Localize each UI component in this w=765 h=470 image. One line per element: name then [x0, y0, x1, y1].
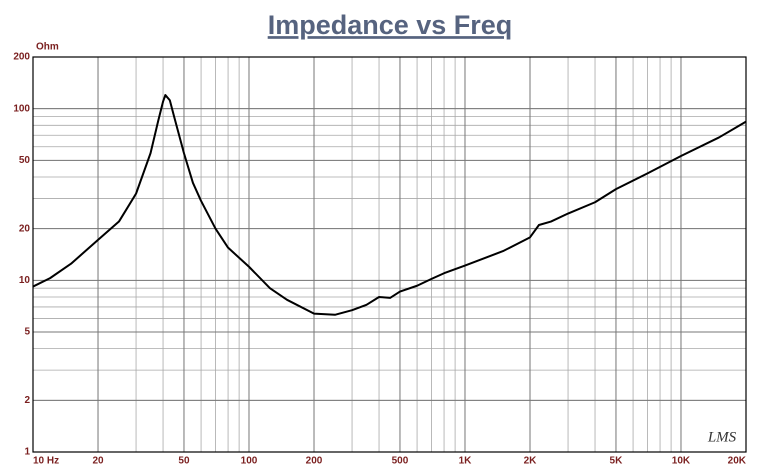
x-tick-label: 5K — [610, 456, 624, 467]
x-tick-label: 10K — [672, 456, 691, 467]
y-tick-label: 2 — [24, 395, 30, 406]
y-tick-label: 100 — [13, 103, 30, 114]
x-tick-label: 1K — [459, 456, 473, 467]
x-tick-label: 50 — [178, 456, 190, 467]
x-tick-label: 200 — [306, 456, 323, 467]
watermark: LMS — [707, 429, 737, 445]
x-tick-label: 20 — [92, 456, 104, 467]
x-tick-label: 500 — [392, 456, 409, 467]
chart-title: Impedance vs Freq — [268, 10, 513, 40]
impedance-line — [32, 94, 747, 316]
x-tick-label: 2K — [524, 456, 538, 467]
y-tick-label: 20 — [19, 223, 31, 234]
x-tick-label: 100 — [241, 456, 258, 467]
x-tick-label: 20K — [728, 456, 747, 467]
x-tick-label: 10 Hz — [33, 456, 59, 467]
plot-frame — [32, 56, 747, 453]
y-tick-label: 10 — [19, 275, 31, 286]
y-tick-label: 50 — [19, 155, 31, 166]
y-tick-label: 200 — [13, 52, 30, 63]
y-axis-label: Ohm — [36, 42, 59, 53]
y-tick-label: 1 — [24, 447, 30, 458]
y-tick-label: 5 — [24, 327, 30, 338]
